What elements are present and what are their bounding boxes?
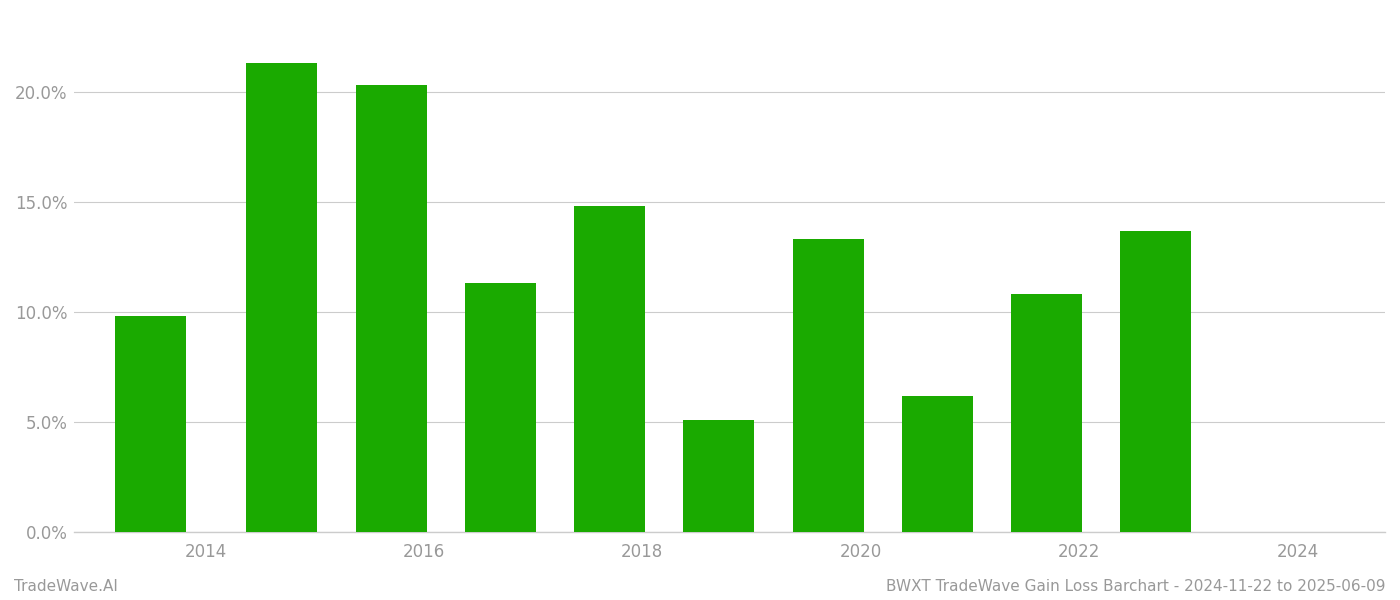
Bar	[902, 395, 973, 532]
Text: BWXT TradeWave Gain Loss Barchart - 2024-11-22 to 2025-06-09: BWXT TradeWave Gain Loss Barchart - 2024…	[886, 579, 1386, 594]
Bar	[1120, 230, 1191, 532]
Text: TradeWave.AI: TradeWave.AI	[14, 579, 118, 594]
Bar	[356, 85, 427, 532]
Bar	[683, 420, 755, 532]
Bar	[246, 64, 318, 532]
Bar	[792, 239, 864, 532]
Bar	[574, 206, 645, 532]
Bar	[1011, 295, 1082, 532]
Bar	[115, 316, 186, 532]
Bar	[465, 283, 536, 532]
